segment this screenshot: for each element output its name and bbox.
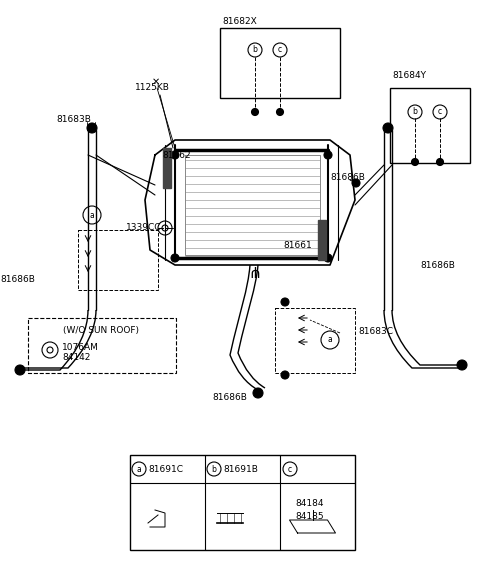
Circle shape (15, 365, 25, 375)
Bar (275, 308, 355, 373)
Text: a: a (137, 465, 142, 473)
Circle shape (276, 108, 284, 115)
Text: a: a (90, 211, 95, 219)
Text: 81662: 81662 (162, 150, 191, 160)
Text: c: c (288, 465, 292, 473)
Text: 81661: 81661 (283, 241, 312, 251)
Text: 81682X: 81682X (222, 17, 257, 27)
Bar (318, 220, 326, 260)
Text: 1125KB: 1125KB (135, 84, 170, 92)
Text: 1076AM: 1076AM (62, 343, 99, 353)
Text: 81691C: 81691C (148, 465, 183, 473)
Circle shape (252, 108, 259, 115)
Text: 81686B: 81686B (0, 276, 35, 285)
Text: c: c (278, 45, 282, 55)
Text: b: b (212, 465, 216, 473)
Circle shape (383, 123, 393, 133)
Text: 84184
84185: 84184 84185 (295, 499, 324, 521)
Circle shape (171, 254, 179, 262)
Circle shape (324, 151, 332, 159)
Bar (28, 318, 176, 373)
Bar (163, 148, 171, 188)
Text: 81686B: 81686B (330, 173, 365, 183)
Text: a: a (328, 335, 332, 345)
Bar (390, 88, 470, 163)
Text: ✕: ✕ (152, 77, 160, 87)
Circle shape (171, 151, 179, 159)
Circle shape (281, 298, 289, 306)
Text: 81683C: 81683C (358, 328, 393, 336)
Text: (W/O SUN ROOF): (W/O SUN ROOF) (63, 325, 139, 335)
Circle shape (87, 123, 97, 133)
Text: 81691B: 81691B (223, 465, 258, 473)
Text: 84142: 84142 (62, 353, 90, 362)
Bar (220, 28, 340, 98)
Circle shape (411, 158, 419, 165)
Circle shape (324, 254, 332, 262)
Circle shape (281, 371, 289, 379)
Circle shape (436, 158, 444, 165)
Text: 81684Y: 81684Y (392, 71, 426, 79)
Circle shape (457, 360, 467, 370)
Text: b: b (413, 107, 418, 117)
Bar (130, 455, 355, 550)
Circle shape (253, 388, 263, 398)
Text: b: b (252, 45, 257, 55)
Bar (78, 230, 158, 290)
Circle shape (352, 179, 360, 187)
Text: 1339CC: 1339CC (126, 223, 161, 233)
Text: ψ: ψ (251, 265, 260, 279)
Text: c: c (438, 107, 442, 117)
Text: 81686B: 81686B (212, 393, 247, 403)
Text: 81686B: 81686B (420, 260, 455, 270)
Text: 81683B: 81683B (56, 115, 91, 125)
